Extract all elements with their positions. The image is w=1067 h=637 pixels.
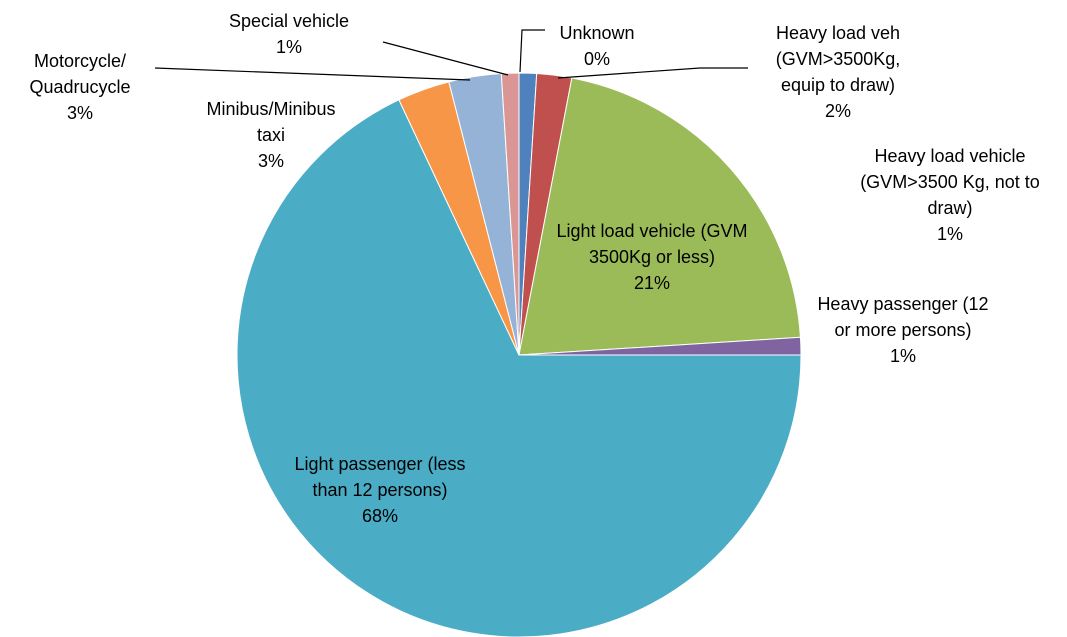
data-label: Light passenger (less than 12 persons) 68… — [290, 451, 470, 529]
category-label: Unknown — [559, 23, 635, 43]
value-label: 1% — [275, 37, 302, 57]
value-label: 0% — [583, 49, 610, 69]
category-label: Special vehicle — [228, 11, 350, 31]
value-label: 1% — [936, 224, 963, 244]
value-label: 21% — [633, 273, 671, 293]
value-label: 3% — [66, 103, 93, 123]
value-label: 3% — [257, 151, 284, 171]
pie-slice — [236, 99, 802, 637]
data-label: Light load vehicle (GVM 3500Kg or less) 2… — [552, 218, 752, 296]
category-label: Motorcycle/ Quadrucycle — [29, 51, 131, 97]
data-label: Special vehicle 1% — [214, 8, 364, 60]
data-label: Heavy load veh (GVM>3500Kg, equip to dra… — [763, 20, 913, 124]
category-label: Minibus/Minibus taxi — [206, 99, 336, 145]
data-label: Unknown 0% — [537, 20, 657, 72]
value-label: 2% — [824, 101, 851, 121]
data-label: Heavy load vehicle (GVM>3500 Kg, not to … — [855, 143, 1045, 247]
category-label: Heavy load vehicle (GVM>3500 Kg, not to … — [860, 146, 1040, 218]
category-label: Light passenger (less than 12 persons) — [294, 454, 466, 500]
data-label: Heavy passenger (12 or more persons) 1% — [808, 291, 998, 369]
leader-line — [519, 29, 545, 73]
value-label: 1% — [889, 346, 916, 366]
data-label: Minibus/Minibus taxi 3% — [196, 96, 346, 174]
category-label: Heavy passenger (12 or more persons) — [817, 294, 989, 340]
leader-line — [154, 67, 471, 81]
category-label: Heavy load veh (GVM>3500Kg, equip to dra… — [775, 23, 901, 95]
data-label: Motorcycle/ Quadrucycle 3% — [0, 48, 160, 126]
category-label: Light load vehicle (GVM 3500Kg or less) — [556, 221, 748, 267]
leader-line — [382, 41, 509, 76]
pie-slice — [518, 77, 801, 356]
value-label: 68% — [361, 506, 399, 526]
leader-line — [557, 67, 748, 79]
